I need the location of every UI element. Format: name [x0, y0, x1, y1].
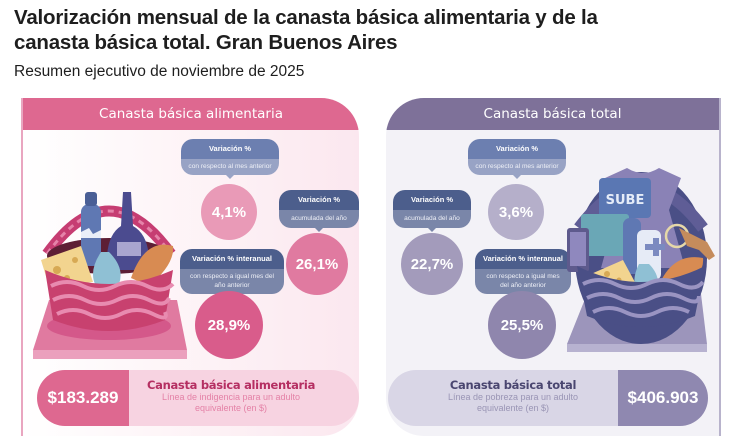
cbt-monthly-value: 3,6%	[488, 184, 544, 240]
cba-line-box: Canasta básica alimentaria Línea de indi…	[103, 370, 359, 426]
cba-yoy-label: Variación % interanual	[180, 249, 284, 269]
cba-line-title: Canasta básica alimentaria	[146, 378, 316, 392]
cbt-yoy-label: Variación % interanual	[475, 249, 571, 269]
cbt-line-title: Canasta básica total	[449, 378, 577, 392]
sube-card-text: SUBE	[606, 193, 645, 208]
cbt-monthly-sub: con respecto al mes anterior	[468, 159, 566, 175]
cbt-price: $406.903	[618, 370, 708, 426]
cba-ytd-sub: acumulada del año	[279, 210, 359, 228]
cbt-monthly-label: Variación %	[468, 139, 566, 159]
cbt-yoy-value: 25,5%	[488, 291, 556, 359]
cba-yoy-sub: con respecto a igual mes del año anterio…	[180, 269, 284, 294]
cbt-line-box: Canasta básica total Línea de pobreza pa…	[388, 370, 638, 426]
cbt-ytd-value: 22,7%	[401, 233, 463, 295]
cba-panel: Canasta básica alimentaria Variación	[21, 98, 359, 436]
cba-monthly-sub: con respecto al mes anterior	[181, 159, 279, 175]
food-basket-icon	[27, 174, 187, 362]
cbt-yoy-sub: con respecto a igual mes del año anterio…	[475, 269, 571, 294]
total-basket-icon: SUBE	[561, 148, 719, 358]
cba-ytd-value: 26,1%	[286, 233, 348, 295]
cbt-panel-title: Canasta básica total	[386, 98, 719, 130]
page-title: Valorización mensual de la canasta básic…	[14, 6, 598, 54]
cbt-monthly-label-bubble: Variación % con respecto al mes anterior	[468, 139, 566, 179]
cba-price: $183.289	[37, 370, 129, 426]
cba-monthly-label: Variación %	[181, 139, 279, 159]
cba-ytd-label: Variación %	[279, 190, 359, 210]
cbt-ytd-label-bubble: Variación % acumulada del año	[393, 190, 471, 232]
cbt-yoy-label-bubble: Variación % interanual con respecto a ig…	[475, 249, 571, 298]
page-subtitle: Resumen ejecutivo de noviembre de 2025	[14, 63, 305, 80]
cba-monthly-value: 4,1%	[201, 184, 257, 240]
cbt-ytd-sub: acumulada del año	[393, 210, 471, 228]
cba-line-sub: Línea de indigencia para un adulto equiv…	[161, 392, 301, 413]
cbt-ytd-label: Variación %	[393, 190, 471, 210]
cbt-panel: Canasta básica total Variación % acumula…	[386, 98, 721, 436]
cbt-line-sub: Línea de pobreza para un adulto equivale…	[447, 392, 579, 413]
cba-ytd-label-bubble: Variación % acumulada del año	[279, 190, 359, 232]
cba-yoy-label-bubble: Variación % interanual con respecto a ig…	[180, 249, 284, 298]
cba-yoy-value: 28,9%	[195, 291, 263, 359]
cba-monthly-label-bubble: Variación % con respecto al mes anterior	[181, 139, 279, 179]
cba-panel-title: Canasta básica alimentaria	[23, 98, 359, 130]
